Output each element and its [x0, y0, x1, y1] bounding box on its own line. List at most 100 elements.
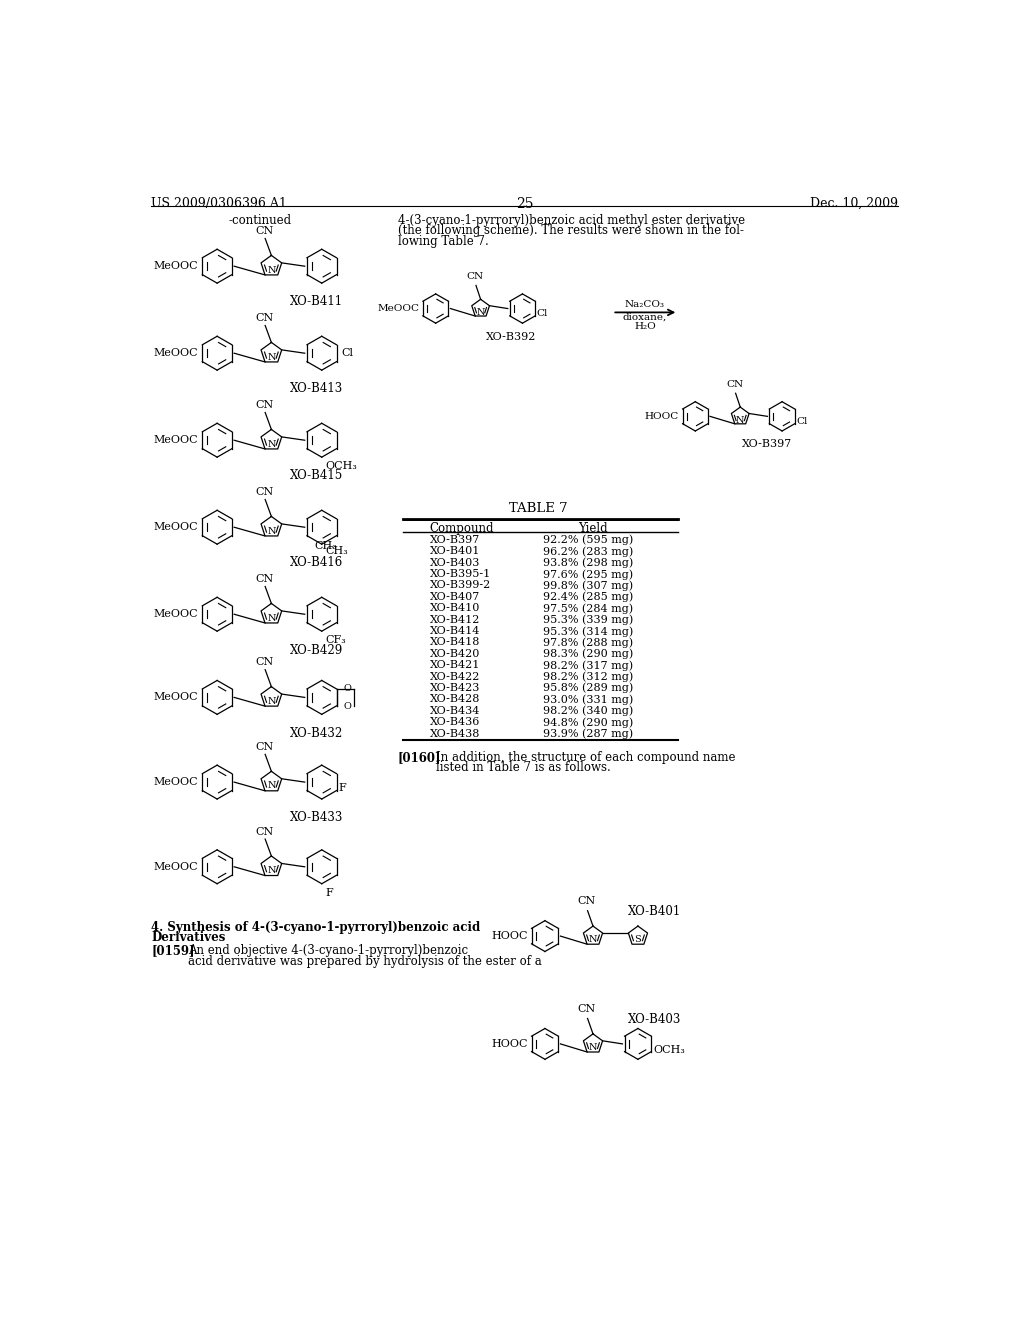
Text: XO-B401: XO-B401 [430, 546, 480, 556]
Text: -continued: -continued [228, 214, 291, 227]
Text: MeOOC: MeOOC [154, 261, 198, 271]
Text: XO-B423: XO-B423 [430, 682, 480, 693]
Text: 93.9% (287 mg): 93.9% (287 mg) [543, 729, 633, 739]
Text: MeOOC: MeOOC [154, 693, 198, 702]
Text: XO-B399-2: XO-B399-2 [430, 581, 492, 590]
Text: 97.8% (288 mg): 97.8% (288 mg) [543, 638, 633, 648]
Text: OCH₃: OCH₃ [653, 1045, 686, 1055]
Text: HOOC: HOOC [492, 1039, 528, 1049]
Text: 4-(3-cyano-1-pyrroryl)benzoic acid methyl ester derivative: 4-(3-cyano-1-pyrroryl)benzoic acid methy… [397, 214, 744, 227]
Text: N: N [589, 1043, 597, 1052]
Text: N: N [267, 440, 275, 449]
Text: XO-B429: XO-B429 [290, 644, 343, 656]
Text: Cl: Cl [797, 417, 808, 426]
Text: CH₃: CH₃ [314, 541, 337, 550]
Text: H₂O: H₂O [634, 322, 655, 330]
Text: In addition, the structure of each compound name: In addition, the structure of each compo… [436, 751, 736, 764]
Text: XO-B410: XO-B410 [430, 603, 480, 614]
Text: 98.2% (340 mg): 98.2% (340 mg) [543, 706, 633, 717]
Text: US 2009/0306396 A1: US 2009/0306396 A1 [152, 197, 287, 210]
Text: XO-B422: XO-B422 [430, 672, 480, 681]
Text: CN: CN [255, 400, 273, 411]
Text: N: N [267, 866, 275, 875]
Text: 93.0% (331 mg): 93.0% (331 mg) [543, 694, 633, 705]
Text: listed in Table 7 is as follows.: listed in Table 7 is as follows. [436, 762, 611, 774]
Text: MeOOC: MeOOC [378, 304, 420, 313]
Text: An end objective 4-(3-cyano-1-pyrroryl)benzoic: An end objective 4-(3-cyano-1-pyrroryl)b… [188, 944, 469, 957]
Text: MeOOC: MeOOC [154, 523, 198, 532]
Text: HOOC: HOOC [645, 412, 679, 421]
Text: S: S [635, 936, 641, 944]
Text: CN: CN [255, 826, 273, 837]
Text: Na₂CO₃: Na₂CO₃ [625, 300, 665, 309]
Text: Cl: Cl [341, 348, 353, 358]
Text: acid derivative was prepared by hydrolysis of the ester of a: acid derivative was prepared by hydrolys… [188, 954, 542, 968]
Text: CF₃: CF₃ [326, 635, 346, 645]
Text: 93.8% (298 mg): 93.8% (298 mg) [543, 557, 633, 568]
Text: N: N [267, 614, 275, 623]
Text: 25: 25 [516, 197, 534, 211]
Text: CN: CN [726, 380, 743, 388]
Text: XO-B413: XO-B413 [290, 383, 343, 396]
Text: XO-B434: XO-B434 [430, 706, 480, 715]
Text: CN: CN [255, 742, 273, 752]
Text: 92.4% (285 mg): 92.4% (285 mg) [543, 591, 633, 602]
Text: CN: CN [255, 487, 273, 498]
Text: XO-B412: XO-B412 [430, 615, 480, 624]
Text: XO-B436: XO-B436 [430, 717, 480, 727]
Text: CN: CN [467, 272, 483, 281]
Text: XO-B401: XO-B401 [629, 906, 682, 919]
Text: XO-B414: XO-B414 [430, 626, 480, 636]
Text: CN: CN [578, 1005, 596, 1014]
Text: (the following scheme). The results were shown in the fol-: (the following scheme). The results were… [397, 224, 743, 238]
Text: OCH₃: OCH₃ [326, 461, 357, 471]
Text: 99.8% (307 mg): 99.8% (307 mg) [543, 581, 633, 591]
Text: [0159]: [0159] [152, 944, 195, 957]
Text: N: N [736, 416, 744, 425]
Text: CN: CN [255, 313, 273, 323]
Text: CN: CN [255, 226, 273, 236]
Text: 94.8% (290 mg): 94.8% (290 mg) [543, 717, 633, 727]
Text: XO-B395-1: XO-B395-1 [430, 569, 492, 579]
Text: 98.3% (290 mg): 98.3% (290 mg) [543, 648, 633, 659]
Text: 97.5% (284 mg): 97.5% (284 mg) [543, 603, 633, 614]
Text: N: N [267, 781, 275, 791]
Text: Compound: Compound [429, 521, 494, 535]
Text: MeOOC: MeOOC [154, 348, 198, 358]
Text: N: N [476, 308, 485, 317]
Text: N: N [267, 697, 275, 706]
Text: MeOOC: MeOOC [154, 610, 198, 619]
Text: MeOOC: MeOOC [154, 436, 198, 445]
Text: 96.2% (283 mg): 96.2% (283 mg) [543, 546, 633, 557]
Text: XO-B415: XO-B415 [290, 470, 343, 483]
Text: XO-B418: XO-B418 [430, 638, 480, 647]
Text: XO-B420: XO-B420 [430, 648, 480, 659]
Text: XO-B416: XO-B416 [290, 557, 343, 569]
Text: N: N [589, 936, 597, 944]
Text: XO-B407: XO-B407 [430, 591, 480, 602]
Text: XO-B397: XO-B397 [430, 535, 480, 545]
Text: MeOOC: MeOOC [154, 777, 198, 787]
Text: 4. Synthesis of 4-(3-cyano-1-pyrroryl)benzoic acid: 4. Synthesis of 4-(3-cyano-1-pyrroryl)be… [152, 921, 480, 933]
Text: XO-B432: XO-B432 [290, 726, 343, 739]
Text: XO-B428: XO-B428 [430, 694, 480, 705]
Text: HOOC: HOOC [492, 931, 528, 941]
Text: XO-B403: XO-B403 [430, 557, 480, 568]
Text: [0160]: [0160] [397, 751, 441, 764]
Text: O: O [343, 684, 351, 693]
Text: N: N [267, 352, 275, 362]
Text: N: N [267, 527, 275, 536]
Text: 98.2% (317 mg): 98.2% (317 mg) [543, 660, 633, 671]
Text: F: F [339, 783, 346, 793]
Text: 92.2% (595 mg): 92.2% (595 mg) [543, 535, 633, 545]
Text: XO-B433: XO-B433 [290, 812, 343, 825]
Text: 95.8% (289 mg): 95.8% (289 mg) [543, 682, 633, 693]
Text: Derivatives: Derivatives [152, 932, 225, 945]
Text: CH₃: CH₃ [326, 545, 348, 556]
Text: MeOOC: MeOOC [154, 862, 198, 871]
Text: CN: CN [255, 574, 273, 585]
Text: XO-B397: XO-B397 [742, 440, 793, 449]
Text: O: O [343, 702, 351, 711]
Text: Cl: Cl [537, 309, 548, 318]
Text: F: F [326, 887, 334, 898]
